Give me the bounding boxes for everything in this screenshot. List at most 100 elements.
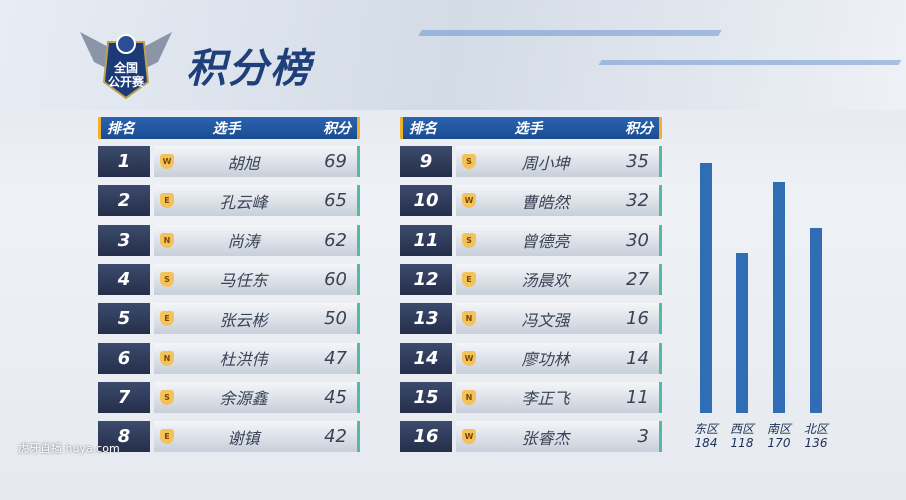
table-header: 排名 选手 积分 (98, 117, 360, 139)
region-badge-icon: N (462, 389, 476, 405)
region-badge-icon: E (462, 271, 476, 287)
player-cell: N 李正飞 11 (456, 381, 662, 413)
region-badge-icon: W (160, 154, 174, 169)
player-name: 廖功林 (521, 350, 570, 369)
bar-label: 北区 136 (796, 422, 836, 450)
region-badge-icon: W (462, 193, 476, 209)
player-score: 3 (637, 426, 649, 448)
player-score: 69 (324, 151, 347, 172)
bar-3 (810, 228, 822, 413)
decor-stripe (418, 30, 722, 36)
table-row: 1 W 胡旭 69 (98, 146, 360, 177)
player-name: 谢镇 (227, 428, 260, 448)
region-badge-icon: S (160, 389, 174, 405)
rank-cell: 10 (400, 185, 452, 217)
region-badge-icon: N (160, 350, 174, 366)
leaderboard-right: 排名 选手 积分 9 S 周小坤 35 10 W 曹皓然 32 11 S 曾德亮 3… (400, 117, 662, 453)
player-name: 张云彬 (219, 310, 268, 330)
player-cell: N 冯文强 16 (456, 303, 662, 335)
bar-label: 西区 118 (722, 422, 762, 450)
header-score: 积分 (323, 121, 351, 137)
player-name: 杜洪伟 (219, 350, 268, 369)
player-cell: E 谢镇 42 (154, 421, 360, 453)
rank-cell: 9 (400, 146, 452, 177)
region-badge-icon: E (160, 429, 174, 445)
header-player: 选手 (212, 121, 241, 137)
rank-cell: 7 (98, 381, 150, 413)
player-score: 11 (626, 386, 649, 408)
region-badge-icon: S (462, 232, 476, 248)
bar-label: 东区 184 (686, 422, 726, 450)
header-rank: 排名 (107, 121, 135, 137)
value-label: 184 (694, 436, 718, 450)
player-cell: S 马任东 60 (154, 263, 360, 295)
player-name: 张睿杰 (521, 428, 570, 448)
category-label: 西区 (729, 422, 754, 436)
player-cell: W 曹皓然 32 (456, 185, 662, 217)
player-score: 42 (324, 426, 347, 448)
player-cell: W 张睿杰 3 (456, 421, 662, 453)
category-label: 北区 (803, 422, 828, 436)
header-score: 积分 (625, 121, 653, 137)
rank-cell: 3 (98, 224, 150, 256)
region-badge-icon: S (160, 271, 174, 287)
leaderboard-left: 排名 选手 积分 1 W 胡旭 69 2 E 孔云峰 65 3 N 尚涛 62 4 S… (98, 117, 360, 453)
value-label: 136 (804, 436, 828, 450)
region-badge-icon: E (160, 311, 174, 327)
player-cell: S 曾德亮 30 (456, 224, 662, 256)
table-row: 10 W 曹皓然 32 (400, 185, 662, 217)
rank-cell: 11 (400, 224, 452, 256)
player-score: 32 (626, 190, 649, 212)
category-label: 南区 (766, 422, 791, 436)
table-row: 3 N 尚涛 62 (98, 224, 360, 256)
region-bar-chart: 东区 184 西区 118 南区 170 北区 136 (690, 150, 840, 460)
player-cell: W 廖功林 14 (456, 342, 662, 374)
player-name: 周小坤 (521, 153, 570, 173)
region-badge-icon: S (462, 154, 476, 169)
table-row: 15 N 李正飞 11 (400, 381, 662, 413)
rank-cell: 8 (98, 421, 150, 453)
player-cell: S 余源鑫 45 (154, 381, 360, 413)
region-badge-icon: W (462, 429, 476, 445)
player-score: 47 (324, 347, 347, 369)
player-name: 冯文强 (521, 310, 570, 330)
bar-1 (736, 252, 748, 413)
bar-2 (773, 182, 785, 413)
table-row: 6 N 杜洪伟 47 (98, 342, 360, 374)
table-row: 14 W 廖功林 14 (400, 342, 662, 374)
player-score: 60 (324, 268, 347, 290)
rank-cell: 1 (98, 146, 150, 177)
region-badge-icon: N (160, 232, 174, 248)
player-cell: E 张云彬 50 (154, 303, 360, 335)
table-row: 11 S 曾德亮 30 (400, 224, 662, 256)
watermark: 虎牙直播 huya.com (18, 442, 120, 455)
category-label: 东区 (693, 422, 718, 436)
rank-cell: 15 (400, 381, 452, 413)
player-score: 14 (626, 347, 649, 369)
header-player: 选手 (514, 121, 543, 137)
player-cell: E 孔云峰 65 (154, 185, 360, 217)
region-badge-icon: W (462, 350, 476, 366)
player-score: 45 (324, 386, 347, 408)
player-score: 16 (626, 308, 649, 330)
rank-cell: 6 (98, 342, 150, 374)
svg-text:全国: 全国 (113, 60, 138, 75)
player-name: 胡旭 (227, 153, 260, 173)
page-title: 积分榜 (186, 46, 312, 92)
player-score: 27 (626, 268, 649, 290)
rank-cell: 14 (400, 342, 452, 374)
table-row: 7 S 余源鑫 45 (98, 381, 360, 413)
player-score: 65 (324, 190, 347, 212)
player-score: 35 (626, 151, 649, 172)
player-cell: W 胡旭 69 (154, 146, 360, 177)
table-row: 8 E 谢镇 42 (98, 421, 360, 453)
table-row: 5 E 张云彬 50 (98, 303, 360, 335)
player-score: 30 (626, 229, 649, 251)
rank-cell: 5 (98, 303, 150, 335)
player-name: 余源鑫 (219, 389, 268, 409)
bar-0 (700, 163, 712, 413)
bar-label: 南区 170 (759, 422, 799, 450)
table-row: 9 S 周小坤 35 (400, 146, 662, 177)
tournament-logo: 全国 公开赛 (78, 22, 174, 100)
table-row: 12 E 汤晨欢 27 (400, 263, 662, 295)
